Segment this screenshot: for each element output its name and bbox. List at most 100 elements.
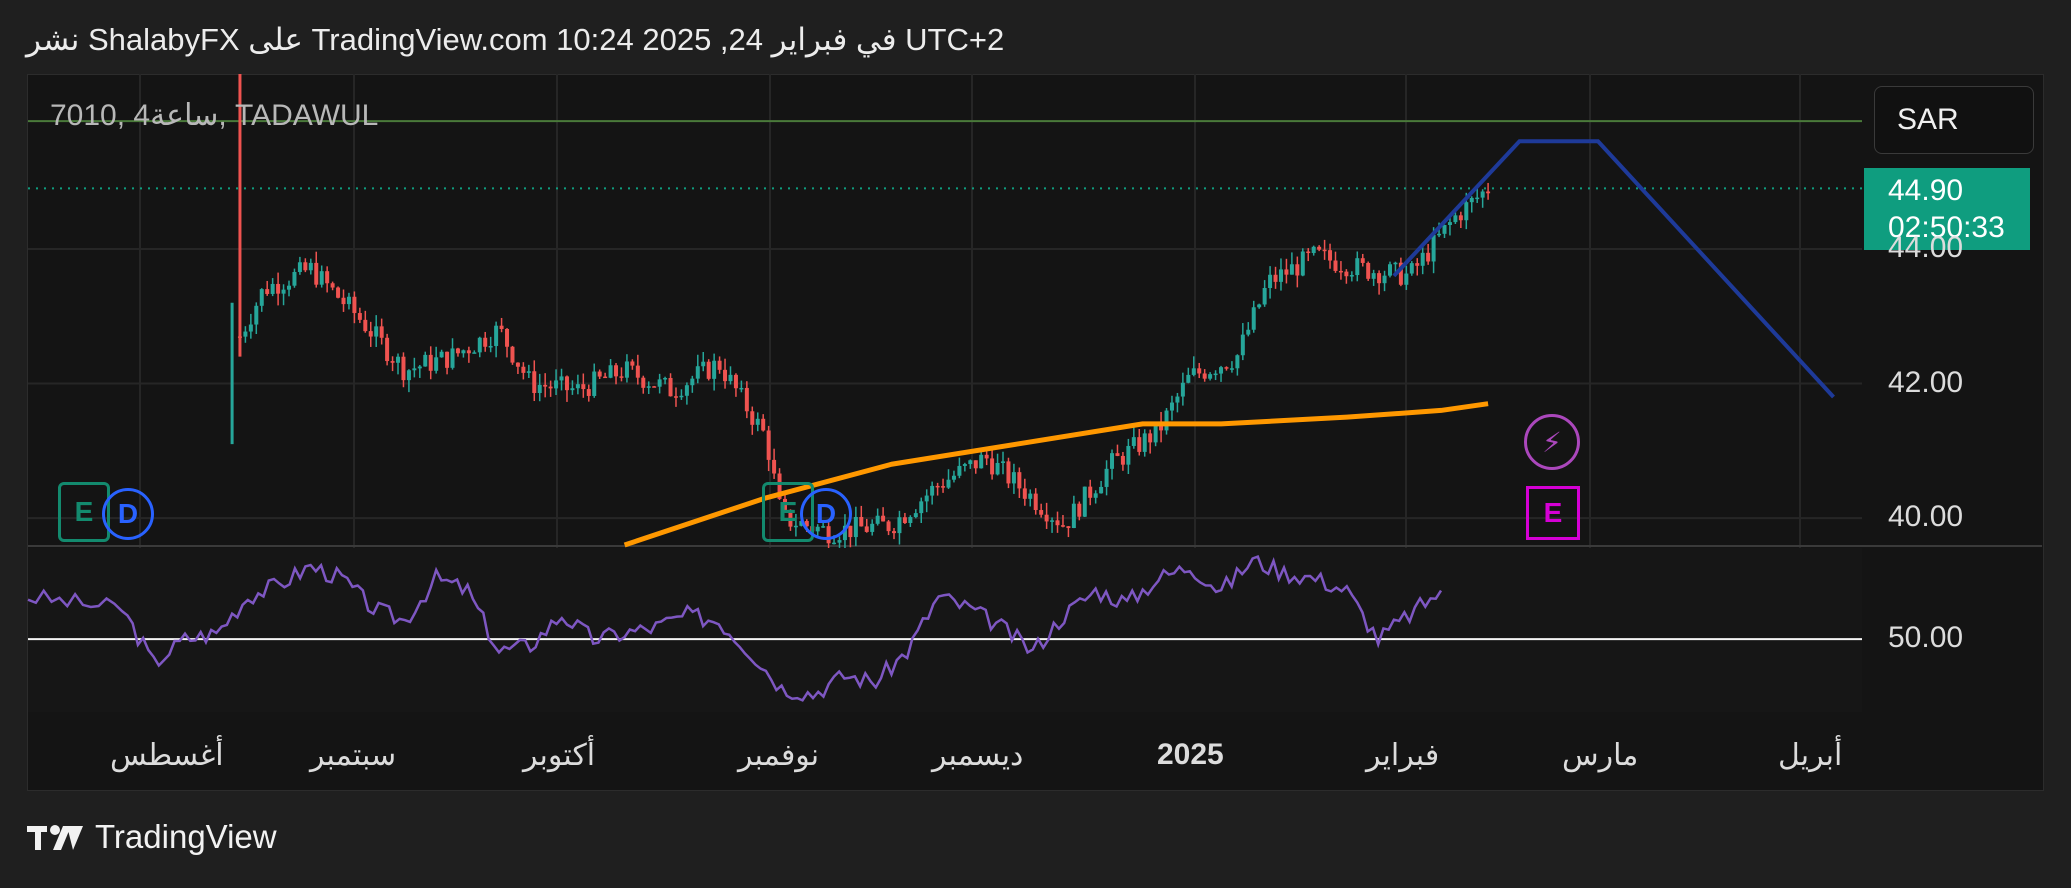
candle-body [330,283,335,288]
candle-body [1246,329,1251,335]
bar-countdown: 02:50:33 [1888,211,2005,244]
candle-body [750,411,755,425]
candle-body [1033,493,1038,511]
candle-body [308,262,313,271]
candle-body [864,526,869,532]
dividend-badge-icon[interactable]: D [800,488,852,540]
candle-body [1077,503,1082,517]
earnings-badge-icon[interactable]: E [1526,486,1580,540]
candle-body [385,337,390,362]
time-tick-label: أبريل [1778,739,1843,772]
candle-body [1458,215,1463,221]
candle-body [1262,288,1267,305]
candle-body [1197,368,1202,374]
candle-body [962,464,967,466]
dividend-badge-icon[interactable]: D [102,488,154,540]
candle-body [1475,197,1480,200]
candle-body [1486,191,1491,194]
candle-body [494,325,499,347]
candle-body [1328,250,1333,261]
trendline [1392,139,1835,399]
candle-body [281,289,286,294]
candle-body [935,485,940,488]
candle-body [325,271,330,284]
lightning-icon[interactable]: ⚡ [1524,414,1580,470]
candle-body [652,386,657,388]
candle-body [1453,215,1458,223]
candle-body [570,388,575,391]
tradingview-logo-icon [27,825,83,850]
candle-body [1366,262,1371,279]
candle-body [657,379,662,387]
candle-body [515,362,520,367]
candle-body [788,509,793,527]
candle-body [995,462,1000,475]
candle-body [1431,234,1436,262]
candle-body [303,262,308,271]
candle-body [543,384,548,387]
candle-body [837,540,842,543]
candle-body [1093,493,1098,498]
candle-body [374,326,379,337]
candle-body [1169,402,1174,411]
candle-body [1295,264,1300,276]
reference-levels [28,120,1862,190]
candle-body [1377,273,1382,284]
candle-body [390,361,395,363]
candle-body [1017,472,1022,489]
candle-body [1393,262,1398,265]
candle-body [526,371,531,373]
candle-body [586,389,591,396]
candle-body [902,517,907,523]
candle-body [1409,263,1414,274]
candle-body [668,377,673,397]
moving-average [623,401,1489,548]
candle-body [733,374,738,389]
candle-body [1055,520,1060,526]
candle-body [766,430,771,460]
candle-body [908,517,913,523]
candle-body [1039,510,1044,515]
candle-body [739,387,744,390]
candle-body [1006,461,1011,484]
candle-body [346,296,351,305]
candle-body [1480,191,1485,198]
candle-body [1126,445,1131,465]
candle-body [930,485,935,496]
candle-body [728,374,733,382]
candle-body [641,377,646,388]
candle-body [1398,262,1403,285]
candle-body [428,354,433,371]
candle-body [608,365,613,378]
candle-body [537,384,542,394]
candle-body [990,458,995,475]
tradingview-logo[interactable]: TradingView [27,818,277,856]
candle-body [1387,264,1392,276]
candle-body [755,418,760,425]
candle-body [341,297,346,305]
candle-body [581,384,586,390]
candle-body [984,454,989,459]
candle-body [875,515,880,524]
candle-body [1464,202,1469,221]
candle-body [1415,263,1420,266]
candle-body [417,366,422,369]
candle-body [265,289,270,294]
candle-body [941,486,946,488]
candle-body [483,337,488,347]
candle-body [968,460,973,465]
candle-body [1349,275,1354,277]
candle-body [979,454,984,469]
candle-body [1219,367,1224,374]
candle-body [679,395,684,398]
candle-body [635,365,640,378]
currency-selector[interactable]: SAR [1874,86,2034,154]
candle-body [1278,269,1283,282]
last-price-tag: 44.90 02:50:33 [1864,168,2030,250]
candle-body [276,283,281,294]
candle-body [1251,307,1256,330]
candle-body [314,262,319,285]
candle-body [254,305,259,325]
price-tick-label: 44.00 [1888,230,1964,264]
